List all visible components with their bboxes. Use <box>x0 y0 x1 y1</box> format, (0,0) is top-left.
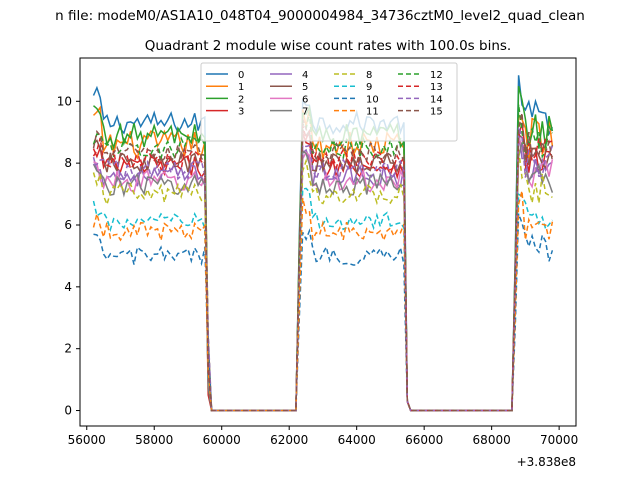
x-tick-label: 70000 <box>540 433 578 447</box>
legend-label-11: 11 <box>366 107 379 118</box>
legend-label-13: 13 <box>430 82 443 93</box>
legend-label-1: 1 <box>238 82 244 93</box>
y-axis: 0 2 4 6 8 10 <box>57 94 80 418</box>
x-axis: 56000 58000 60000 62000 64000 66000 68000 70000 <box>68 426 578 447</box>
legend-label-8: 8 <box>366 70 372 81</box>
legend-label-2: 2 <box>238 94 244 105</box>
legend-label-4: 4 <box>302 70 308 81</box>
series-line-14 <box>93 126 554 412</box>
legend-label-0: 0 <box>238 70 244 81</box>
y-tick-label: 6 <box>64 218 72 232</box>
x-tick-label: 68000 <box>473 433 511 447</box>
y-tick-label: 0 <box>64 404 72 418</box>
x-tick-label: 62000 <box>270 433 308 447</box>
legend-label-10: 10 <box>366 94 379 105</box>
legend-label-5: 5 <box>302 82 308 93</box>
series-line-6 <box>93 136 554 412</box>
x-tick-label: 60000 <box>203 433 241 447</box>
x-tick-label: 64000 <box>338 433 376 447</box>
legend-label-7: 7 <box>302 107 308 118</box>
series-line-1 <box>92 105 554 412</box>
series-layer <box>92 75 554 412</box>
legend-box <box>200 62 458 142</box>
legend-label-12: 12 <box>430 70 443 81</box>
legend-label-9: 9 <box>366 82 372 93</box>
series-line-11 <box>92 190 554 412</box>
series-line-10 <box>93 213 554 412</box>
figure-suptitle: n file: modeM0/AS1A10_048T04_9000004984_… <box>55 8 585 24</box>
chart-title: Quadrant 2 module wise count rates with … <box>145 38 511 54</box>
plot-frame <box>79 57 577 427</box>
legend-label-15: 15 <box>430 107 443 118</box>
series-line-5 <box>92 126 554 412</box>
x-tick-label: 66000 <box>405 433 443 447</box>
x-tick-label: 56000 <box>68 433 106 447</box>
y-tick-label: 8 <box>64 156 72 170</box>
x-axis-offset-label: +3.838e8 <box>517 455 576 469</box>
series-line-12 <box>92 104 554 412</box>
legend-label-14: 14 <box>430 94 443 105</box>
y-tick-label: 2 <box>64 342 72 356</box>
y-tick-label: 4 <box>64 280 72 294</box>
series-line-8 <box>92 149 553 412</box>
legend-label-3: 3 <box>238 107 244 118</box>
series-line-3 <box>92 122 554 412</box>
x-tick-label: 58000 <box>135 433 173 447</box>
y-tick-label: 10 <box>57 94 72 108</box>
legend-label-6: 6 <box>302 94 308 105</box>
